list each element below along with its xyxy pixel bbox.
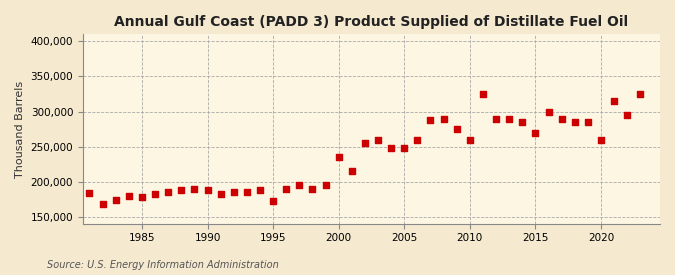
Point [346,169,357,173]
Point [268,199,279,203]
Point [215,191,226,196]
Point [556,116,567,121]
Title: Annual Gulf Coast (PADD 3) Product Supplied of Distillate Fuel Oil: Annual Gulf Coast (PADD 3) Product Suppl… [114,15,628,29]
Point [504,116,514,121]
Y-axis label: Thousand Barrels: Thousand Barrels [15,81,25,178]
Point [136,195,147,199]
Point [307,186,318,191]
Point [176,188,187,192]
Point [491,116,502,121]
Point [438,116,449,121]
Point [595,138,606,142]
Point [583,120,593,124]
Point [622,113,632,117]
Point [189,186,200,191]
Point [202,188,213,192]
Point [124,194,134,198]
Point [320,183,331,187]
Point [360,141,371,145]
Point [530,130,541,135]
Point [399,146,410,150]
Text: Source: U.S. Energy Information Administration: Source: U.S. Energy Information Administ… [47,260,279,270]
Point [464,138,475,142]
Point [333,155,344,159]
Point [452,127,462,131]
Point [385,146,396,150]
Point [228,189,239,194]
Point [517,120,528,124]
Point [281,186,292,191]
Point [635,92,646,96]
Point [84,191,95,195]
Point [242,189,252,194]
Point [373,138,383,142]
Point [425,118,436,122]
Point [97,202,108,206]
Point [294,183,304,187]
Point [543,109,554,114]
Point [110,198,121,202]
Point [569,120,580,124]
Point [412,138,423,142]
Point [150,191,161,196]
Point [254,188,265,192]
Point [609,99,620,103]
Point [477,92,488,96]
Point [163,190,173,194]
